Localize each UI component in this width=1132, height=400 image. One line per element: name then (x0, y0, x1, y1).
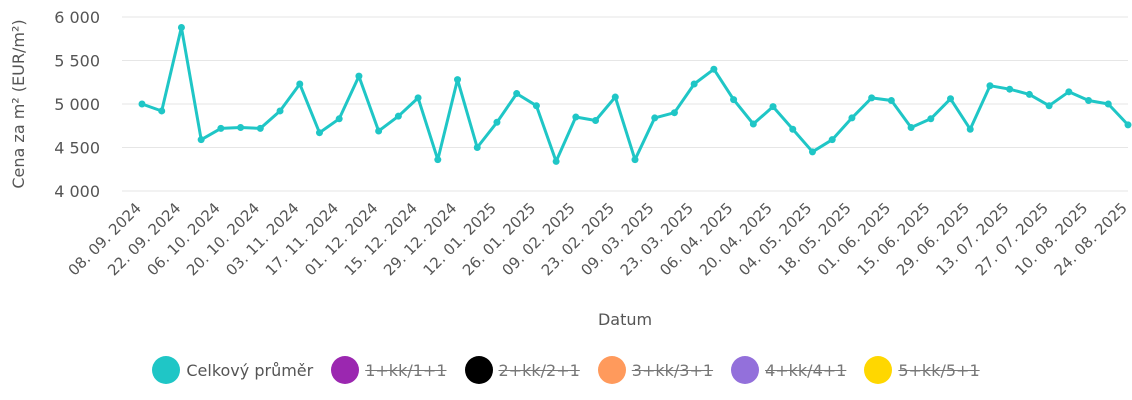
series-line (141, 25, 1130, 163)
legend-label: 2+kk/2+1 (498, 360, 580, 380)
data-point[interactable] (631, 156, 639, 164)
data-point[interactable] (769, 103, 777, 111)
legend-color-dot (864, 356, 893, 384)
legend-label: 1+kk/1+1 (365, 360, 447, 380)
y-tick-label: 5 000 (54, 95, 100, 114)
legend-color-dot (464, 356, 493, 384)
data-point[interactable] (552, 157, 560, 165)
legend-item[interactable]: 5+kk/5+1 (864, 356, 980, 384)
data-point[interactable] (197, 136, 205, 144)
data-point[interactable] (1065, 88, 1073, 96)
data-point[interactable] (237, 123, 245, 131)
data-point[interactable] (907, 123, 915, 131)
data-point[interactable] (1085, 97, 1093, 105)
data-point[interactable] (493, 118, 501, 126)
data-point[interactable] (1124, 121, 1132, 129)
legend-label: 5+kk/5+1 (898, 360, 980, 380)
data-point[interactable] (532, 102, 540, 110)
y-tick-label: 6 000 (54, 8, 100, 27)
data-point[interactable] (315, 129, 323, 137)
data-point[interactable] (848, 114, 856, 122)
data-point[interactable] (256, 124, 264, 132)
y-axis-title: Cena za m² (EUR/m²) (9, 19, 28, 188)
data-point[interactable] (651, 114, 659, 122)
data-point[interactable] (217, 124, 225, 132)
legend-item[interactable]: Celkový průměr (152, 356, 313, 384)
data-point[interactable] (611, 93, 619, 101)
series-group (138, 23, 1132, 165)
data-point[interactable] (296, 80, 304, 88)
data-point[interactable] (592, 117, 600, 125)
data-point[interactable] (710, 65, 718, 73)
data-point[interactable] (690, 80, 698, 88)
data-point[interactable] (158, 107, 166, 115)
legend-color-dot (731, 356, 760, 384)
legend-label: Celkový průměr (186, 360, 314, 380)
data-point[interactable] (1045, 102, 1053, 110)
data-point[interactable] (177, 23, 185, 31)
legend-item[interactable]: 3+kk/3+1 (597, 356, 714, 384)
legend-color-dot (597, 356, 626, 384)
legend: Celkový průměr 1+kk/1+1 2+kk/2+1 3+kk/3+1 4+… (0, 352, 1132, 388)
data-point[interactable] (927, 115, 935, 123)
data-point[interactable] (454, 76, 462, 84)
y-tick-label: 5 500 (54, 52, 100, 71)
data-point[interactable] (1006, 85, 1014, 93)
data-point[interactable] (808, 148, 816, 156)
data-point[interactable] (947, 95, 955, 103)
data-point[interactable] (887, 97, 895, 105)
data-point[interactable] (572, 113, 580, 121)
legend-label: 4+kk/4+1 (765, 360, 847, 380)
legend-item[interactable]: 4+kk/4+1 (731, 356, 846, 384)
legend-color-dot (152, 356, 181, 384)
data-point[interactable] (789, 125, 797, 133)
data-point[interactable] (434, 156, 442, 164)
y-axis-ticks: 4 000 4 500 5 000 5 500 6 000 (54, 8, 100, 201)
data-point[interactable] (414, 94, 422, 102)
data-point[interactable] (513, 90, 521, 98)
line-chart: 4 000 4 500 5 000 5 500 6 000 08. 09. 202422… (9, 8, 1132, 329)
legend-color-dot (331, 356, 360, 384)
data-point[interactable] (868, 94, 876, 102)
data-point[interactable] (394, 112, 402, 120)
legend-item[interactable]: 2+kk/2+1 (464, 356, 580, 384)
x-axis-title: Datum (598, 310, 652, 329)
data-point[interactable] (335, 115, 343, 123)
data-point[interactable] (966, 125, 974, 133)
data-point[interactable] (1104, 100, 1112, 108)
data-point[interactable] (670, 109, 678, 117)
data-point[interactable] (828, 136, 836, 144)
y-tick-label: 4 500 (54, 139, 100, 158)
data-point[interactable] (986, 82, 994, 90)
data-point[interactable] (730, 96, 738, 104)
data-point[interactable] (138, 100, 146, 108)
legend-label: 3+kk/3+1 (631, 360, 714, 380)
data-point[interactable] (355, 72, 363, 80)
data-point[interactable] (375, 127, 383, 135)
grid-lines (122, 16, 1128, 192)
data-point[interactable] (1025, 90, 1033, 98)
data-point[interactable] (276, 107, 284, 115)
data-point[interactable] (749, 120, 757, 128)
y-tick-label: 4 000 (54, 182, 100, 201)
data-point[interactable] (473, 144, 481, 151)
legend-item[interactable]: 1+kk/1+1 (331, 356, 447, 384)
